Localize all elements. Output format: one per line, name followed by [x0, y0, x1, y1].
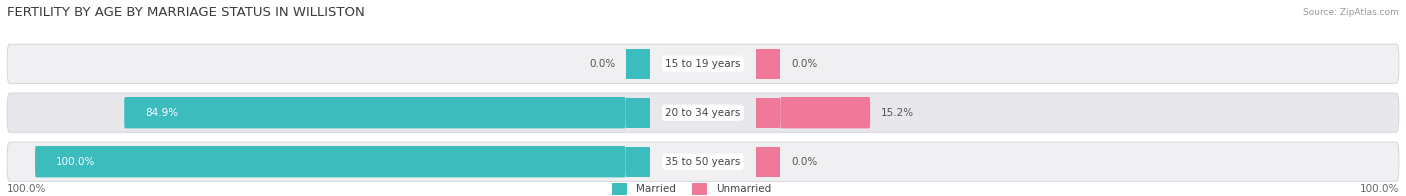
- FancyBboxPatch shape: [7, 93, 1399, 132]
- Text: 15 to 19 years: 15 to 19 years: [665, 59, 741, 69]
- Text: 100.0%: 100.0%: [56, 157, 96, 167]
- Text: Married: Married: [636, 184, 675, 194]
- Text: Unmarried: Unmarried: [716, 184, 770, 194]
- FancyBboxPatch shape: [756, 49, 780, 79]
- FancyBboxPatch shape: [35, 146, 626, 177]
- Text: 35 to 50 years: 35 to 50 years: [665, 157, 741, 167]
- FancyBboxPatch shape: [692, 183, 707, 194]
- Text: Source: ZipAtlas.com: Source: ZipAtlas.com: [1303, 8, 1399, 17]
- Text: 15.2%: 15.2%: [880, 108, 914, 118]
- FancyBboxPatch shape: [612, 183, 627, 194]
- Text: 100.0%: 100.0%: [1360, 184, 1399, 194]
- FancyBboxPatch shape: [7, 142, 1399, 181]
- FancyBboxPatch shape: [756, 147, 780, 177]
- FancyBboxPatch shape: [7, 44, 1399, 83]
- FancyBboxPatch shape: [626, 98, 650, 128]
- Text: 0.0%: 0.0%: [790, 59, 817, 69]
- FancyBboxPatch shape: [626, 49, 650, 79]
- FancyBboxPatch shape: [780, 97, 870, 128]
- FancyBboxPatch shape: [756, 98, 780, 128]
- Text: 0.0%: 0.0%: [790, 157, 817, 167]
- Text: 0.0%: 0.0%: [589, 59, 616, 69]
- FancyBboxPatch shape: [626, 147, 650, 177]
- Text: 84.9%: 84.9%: [145, 108, 179, 118]
- Text: 20 to 34 years: 20 to 34 years: [665, 108, 741, 118]
- FancyBboxPatch shape: [124, 97, 626, 128]
- Text: FERTILITY BY AGE BY MARRIAGE STATUS IN WILLISTON: FERTILITY BY AGE BY MARRIAGE STATUS IN W…: [7, 6, 364, 19]
- Text: 100.0%: 100.0%: [7, 184, 46, 194]
